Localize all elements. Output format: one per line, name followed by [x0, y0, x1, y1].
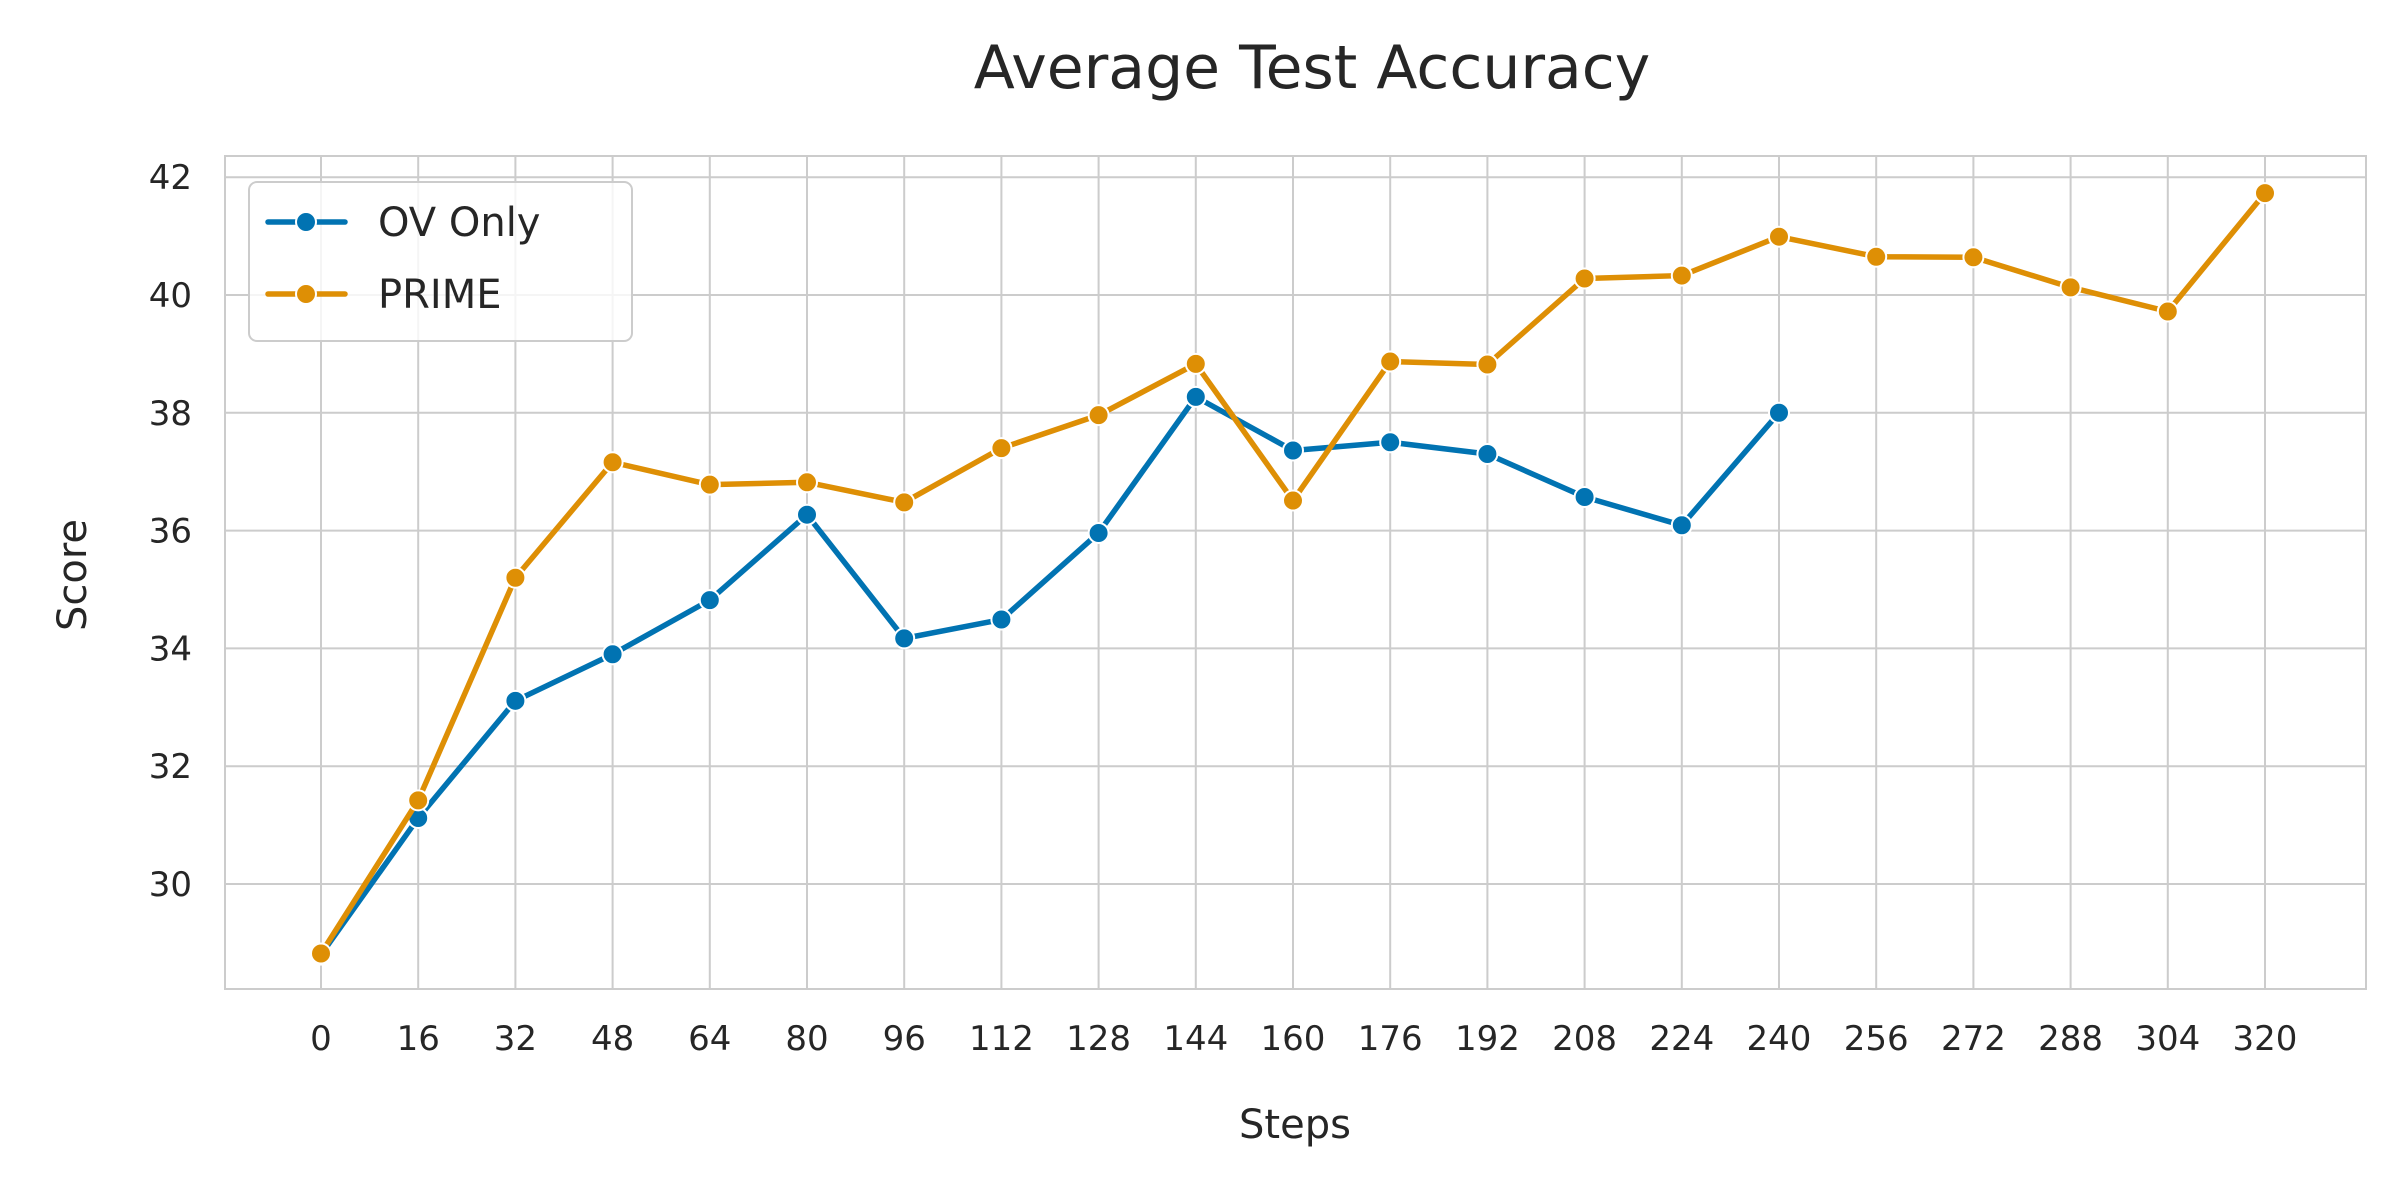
x-tick-label: 80 [785, 1019, 828, 1059]
data-point [1282, 489, 1304, 512]
x-tick-label: 144 [1163, 1019, 1228, 1059]
series-line-0 [318, 394, 1782, 958]
x-tick-label: 320 [2233, 1019, 2298, 1059]
data-point [990, 437, 1013, 460]
chart-title: Average Test Accuracy [974, 33, 1651, 103]
x-tick-label: 96 [883, 1019, 926, 1059]
data-point [1379, 350, 1402, 373]
data-point [1865, 245, 1888, 268]
data-point [1573, 486, 1596, 509]
data-point [1962, 246, 1985, 269]
y-axis-label: Score [50, 519, 96, 631]
legend: OV Only PRIME [248, 181, 633, 342]
data-point [2156, 300, 2179, 323]
data-point [1282, 439, 1304, 462]
data-point [1087, 521, 1110, 544]
x-tick-label: 304 [2135, 1019, 2200, 1059]
data-point [990, 608, 1013, 631]
legend-marker-icon [295, 211, 317, 233]
data-point [893, 627, 916, 650]
data-point [407, 789, 430, 812]
x-tick-label: 256 [1844, 1019, 1909, 1059]
data-point [504, 689, 527, 712]
legend-marker-icon [295, 283, 317, 305]
y-tick-label: 36 [149, 512, 192, 552]
x-tick-label: 272 [1941, 1019, 2006, 1059]
x-tick-label: 240 [1747, 1019, 1812, 1059]
data-point [2254, 182, 2276, 205]
y-tick-label: 38 [149, 394, 192, 434]
data-point [504, 566, 527, 589]
x-tick-label: 224 [1649, 1019, 1714, 1059]
data-point [1670, 514, 1693, 537]
x-tick-label: 192 [1455, 1019, 1520, 1059]
x-tick-label: 176 [1358, 1019, 1423, 1059]
data-point [601, 643, 624, 666]
series-group [310, 182, 2276, 966]
x-tick-label: 48 [591, 1019, 634, 1059]
x-tick-label: 16 [397, 1019, 440, 1059]
x-tick-label: 160 [1261, 1019, 1326, 1059]
y-tick-label: 34 [149, 629, 192, 669]
data-point [1087, 404, 1110, 427]
data-point [1768, 401, 1790, 424]
data-point [310, 942, 332, 965]
data-point [1768, 225, 1790, 248]
data-point [1476, 353, 1499, 376]
data-point [796, 503, 818, 526]
x-axis-label: Steps [1239, 1102, 1351, 1148]
data-point [1670, 264, 1693, 287]
data-point [1184, 352, 1207, 375]
legend-label: PRIME [378, 272, 502, 318]
data-point [893, 491, 916, 514]
y-tick-label: 42 [149, 158, 192, 198]
x-tick-label: 128 [1066, 1019, 1131, 1059]
data-point [796, 471, 818, 494]
x-tick-labels: 0 16 32 48 64 80 96 112 128 144 160 176 192 208 224 240… [310, 1019, 2297, 1059]
x-tick-label: 208 [1552, 1019, 1617, 1059]
y-tick-label: 32 [149, 747, 192, 787]
y-tick-label: 30 [149, 865, 192, 905]
data-point [1476, 443, 1499, 466]
y-tick-labels: 30 32 34 36 38 40 42 [149, 158, 192, 905]
data-point [698, 589, 721, 612]
data-point [698, 473, 721, 496]
x-tick-label: 288 [2038, 1019, 2103, 1059]
data-point [1573, 267, 1596, 290]
x-tick-label: 112 [969, 1019, 1034, 1059]
x-tick-label: 32 [494, 1019, 537, 1059]
y-tick-label: 40 [149, 276, 192, 316]
x-tick-label: 0 [310, 1019, 332, 1059]
data-point [1379, 431, 1402, 454]
legend-label: OV Only [378, 200, 540, 246]
data-point [1184, 385, 1207, 408]
data-point [601, 451, 624, 474]
x-tick-label: 64 [688, 1019, 731, 1059]
data-point [2059, 276, 2082, 299]
